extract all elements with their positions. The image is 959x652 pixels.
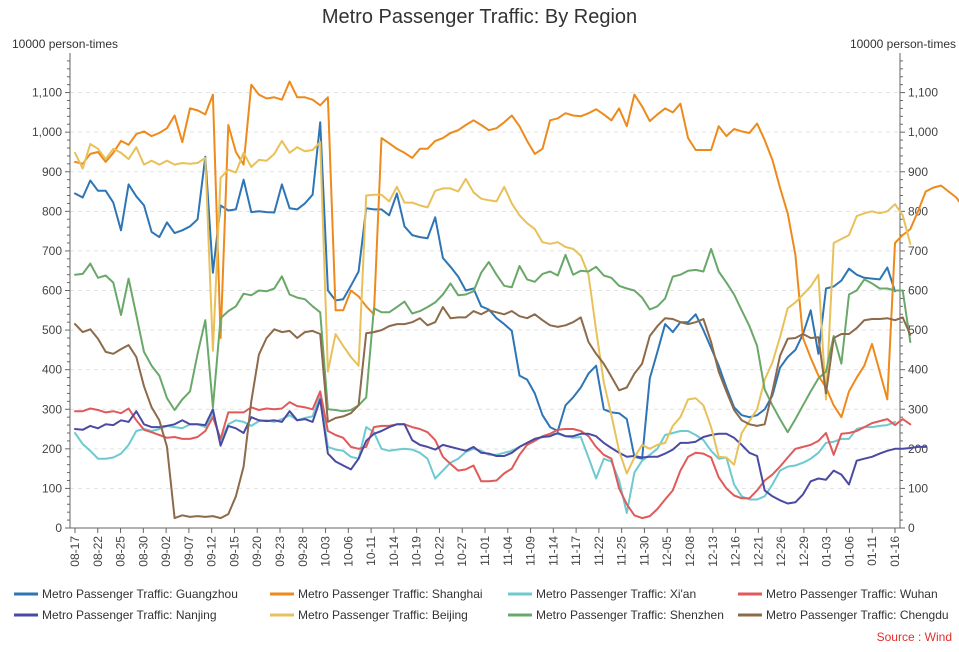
x-tick-label: 11-17 <box>569 536 583 566</box>
left-tick-label: 300 <box>42 402 62 416</box>
series-line-1 <box>74 121 896 460</box>
x-tick-label: 09-02 <box>159 536 173 567</box>
x-tick-label: 12-13 <box>706 536 720 567</box>
x-tick-label: 01-16 <box>888 536 902 567</box>
left-tick-label: 500 <box>42 323 62 337</box>
right-axis-unit: 10000 person-times <box>850 37 956 51</box>
x-tick-label: 12-26 <box>774 536 788 567</box>
series-line-8 <box>74 306 912 520</box>
x-tick-label: 09-28 <box>296 536 310 567</box>
x-tick-label: 10-03 <box>319 536 333 567</box>
axes: 0 0 100 100 200 200 300 300 400 400 500 500 600 600 70… <box>32 53 938 567</box>
x-tick-label: 09-15 <box>227 536 241 567</box>
x-tick-label: 10-22 <box>432 536 446 567</box>
legend-label: Metro Passenger Traffic: Chengdu <box>766 608 949 622</box>
x-tick-label: 09-23 <box>273 536 287 567</box>
right-tick-label: 900 <box>908 165 928 179</box>
x-tick-label: 09-20 <box>250 536 264 567</box>
left-tick-label: 900 <box>42 165 62 179</box>
left-tick-label: 1,000 <box>32 125 62 139</box>
legend-label: Metro Passenger Traffic: Xi'an <box>536 587 696 601</box>
series-line-2 <box>74 80 959 419</box>
gridlines <box>70 92 900 489</box>
x-tick-label: 12-05 <box>660 536 674 567</box>
x-tick-label: 08-25 <box>114 536 128 567</box>
series-line-4 <box>74 390 912 520</box>
legend-label: Metro Passenger Traffic: Beijing <box>298 608 468 622</box>
series-line-5 <box>74 398 927 505</box>
x-tick-label: 10-11 <box>364 536 378 566</box>
left-tick-label: 0 <box>55 521 62 535</box>
x-tick-label: 08-22 <box>91 536 105 567</box>
x-tick-label: 09-07 <box>182 536 196 567</box>
right-tick-label: 200 <box>908 442 928 456</box>
x-tick-label: 01-11 <box>865 536 879 566</box>
left-tick-label: 600 <box>42 284 62 298</box>
series-line-6 <box>74 139 912 475</box>
x-tick-label: 12-21 <box>751 536 765 567</box>
source-note: Source : Wind <box>877 630 952 644</box>
legend-label: Metro Passenger Traffic: Shanghai <box>298 587 483 601</box>
x-tick-label: 11-25 <box>615 536 629 566</box>
x-tick-label: 11-04 <box>501 536 515 566</box>
left-tick-label: 400 <box>42 363 62 377</box>
x-tick-label: 09-12 <box>205 536 219 567</box>
right-tick-label: 700 <box>908 244 928 258</box>
left-tick-label: 100 <box>42 481 62 495</box>
right-tick-label: 500 <box>908 323 928 337</box>
x-tick-label: 11-01 <box>478 536 492 566</box>
x-tick-label: 08-17 <box>68 536 82 567</box>
left-tick-label: 700 <box>42 244 62 258</box>
x-tick-label: 12-29 <box>797 536 811 567</box>
x-tick-label: 10-14 <box>387 536 401 567</box>
left-axis-unit: 10000 person-times <box>12 37 118 51</box>
x-tick-label: 11-09 <box>524 536 538 566</box>
x-tick-label: 10-06 <box>341 536 355 567</box>
right-tick-label: 600 <box>908 284 928 298</box>
legend-label: Metro Passenger Traffic: Nanjing <box>42 608 217 622</box>
legend-label: Metro Passenger Traffic: Wuhan <box>766 587 938 601</box>
x-tick-label: 12-08 <box>683 536 697 567</box>
right-tick-label: 400 <box>908 363 928 377</box>
chart-title: Metro Passenger Traffic: By Region <box>322 6 637 28</box>
x-tick-label: 01-03 <box>820 536 834 567</box>
right-tick-label: 1,000 <box>908 125 938 139</box>
left-tick-label: 1,100 <box>32 86 62 100</box>
x-tick-label: 10-19 <box>410 536 424 567</box>
x-tick-label: 08-30 <box>136 536 150 567</box>
x-tick-label: 10-27 <box>455 536 469 567</box>
x-tick-label: 11-30 <box>637 536 651 566</box>
x-tick-label: 01-06 <box>842 536 856 567</box>
right-tick-label: 0 <box>908 521 915 535</box>
right-tick-label: 1,100 <box>908 86 938 100</box>
right-tick-label: 300 <box>908 402 928 416</box>
left-tick-label: 800 <box>42 204 62 218</box>
series-lines <box>74 80 959 520</box>
legend-label: Metro Passenger Traffic: Guangzhou <box>42 587 238 601</box>
series-line-7 <box>74 247 912 434</box>
x-tick-label: 11-14 <box>546 536 560 566</box>
legend: Metro Passenger Traffic: Guangzhou Metro … <box>14 587 949 622</box>
x-tick-label: 12-16 <box>729 536 743 567</box>
x-tick-label: 11-22 <box>592 536 606 566</box>
right-tick-label: 100 <box>908 481 928 495</box>
left-tick-label: 200 <box>42 442 62 456</box>
legend-label: Metro Passenger Traffic: Shenzhen <box>536 608 724 622</box>
